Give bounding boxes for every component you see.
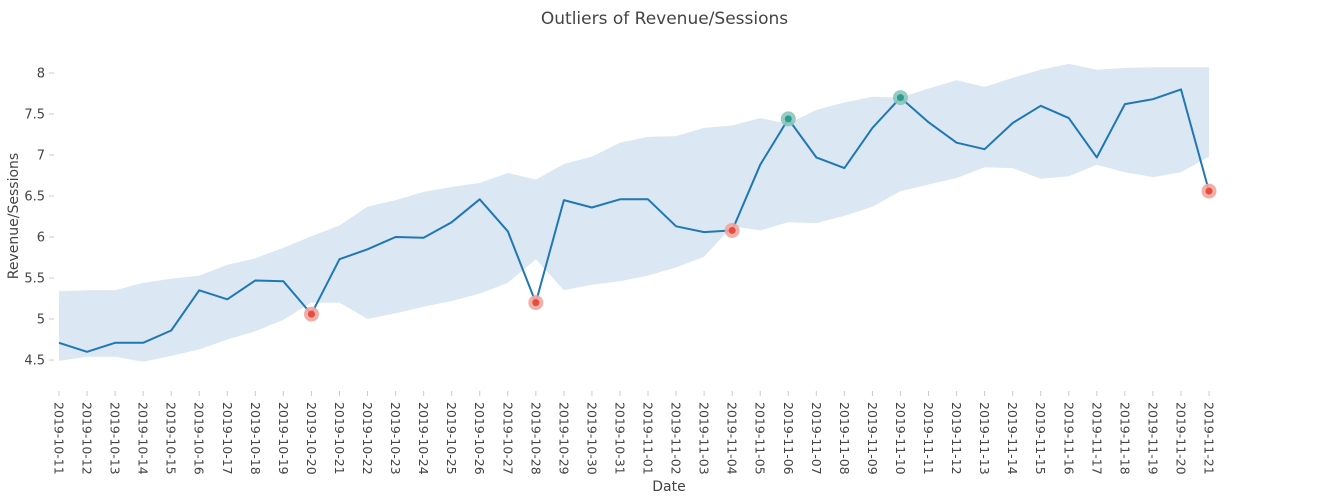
y-tick-label: 7 xyxy=(37,148,45,163)
x-tick-label: 2019-11-16 xyxy=(1061,402,1076,475)
y-tick-label: 5 xyxy=(37,313,45,328)
x-tick-label: 2019-10-29 xyxy=(556,402,571,475)
x-tick-label: 2019-11-11 xyxy=(921,402,936,475)
y-axis-label: Revenue/Sessions xyxy=(6,153,22,279)
low-outlier-point[interactable] xyxy=(307,310,315,318)
x-tick-label: 2019-10-11 xyxy=(52,402,67,475)
y-tick-label: 6.5 xyxy=(24,189,45,204)
high-outlier-point[interactable] xyxy=(896,94,904,102)
x-axis-label: Date xyxy=(652,479,685,495)
x-tick-label: 2019-10-14 xyxy=(136,402,151,475)
x-tick-label: 2019-10-28 xyxy=(528,402,543,475)
x-tick-label: 2019-11-05 xyxy=(753,402,768,475)
x-tick-label: 2019-10-13 xyxy=(108,402,123,475)
x-tick-label: 2019-11-06 xyxy=(781,402,796,475)
x-tick-label: 2019-11-21 xyxy=(1202,402,1217,475)
x-tick-label: 2019-10-12 xyxy=(80,402,95,475)
x-tick-label: 2019-10-21 xyxy=(332,402,347,475)
low-outlier-point[interactable] xyxy=(1205,187,1213,195)
x-tick-label: 2019-10-30 xyxy=(584,402,599,475)
x-tick-label: 2019-10-17 xyxy=(220,402,235,475)
x-tick-label: 2019-11-01 xyxy=(641,402,656,475)
x-tick-label: 2019-11-08 xyxy=(837,402,852,475)
x-tick-label: 2019-11-12 xyxy=(949,402,964,475)
x-tick-label: 2019-11-18 xyxy=(1117,402,1132,475)
x-axis: 2019-10-11 2019-10-12 2019-10-13 2019-10-14… xyxy=(52,391,1217,475)
chart-title: Outliers of Revenue/Sessions xyxy=(541,9,788,29)
x-tick-label: 2019-11-02 xyxy=(669,402,684,475)
low-outlier-point[interactable] xyxy=(728,226,736,234)
y-tick-label: 7.5 xyxy=(24,107,45,122)
x-tick-label: 2019-10-15 xyxy=(164,402,179,475)
x-tick-label: 2019-10-26 xyxy=(472,402,487,475)
x-tick-label: 2019-10-31 xyxy=(613,402,628,475)
confidence-band xyxy=(59,63,1209,362)
x-tick-label: 2019-10-16 xyxy=(192,402,207,475)
x-tick-label: 2019-11-20 xyxy=(1174,402,1189,475)
y-tick-label: 8 xyxy=(37,66,45,81)
x-tick-label: 2019-11-07 xyxy=(809,402,824,475)
x-tick-label: 2019-10-24 xyxy=(416,402,431,475)
x-tick-label: 2019-10-25 xyxy=(444,402,459,475)
x-tick-label: 2019-10-22 xyxy=(360,402,375,475)
x-tick-label: 2019-11-13 xyxy=(977,402,992,475)
x-tick-label: 2019-11-14 xyxy=(1005,402,1020,475)
outlier-layer xyxy=(303,90,1217,322)
x-tick-label: 2019-11-03 xyxy=(697,402,712,475)
low-outlier-point[interactable] xyxy=(532,299,540,307)
y-tick-label: 4.5 xyxy=(24,354,45,369)
x-tick-label: 2019-10-20 xyxy=(304,402,319,475)
y-tick-label: 6 xyxy=(37,231,45,246)
x-tick-label: 2019-11-09 xyxy=(865,402,880,475)
band-layer xyxy=(59,63,1209,362)
x-tick-label: 2019-10-23 xyxy=(388,402,403,475)
x-tick-label: 2019-10-27 xyxy=(500,402,515,475)
series-line xyxy=(58,88,1210,353)
x-tick-label: 2019-11-17 xyxy=(1089,402,1104,475)
y-axis: 4.5 5 5.5 6 6.5 7 7.5 8 xyxy=(24,66,54,369)
x-tick-label: 2019-11-10 xyxy=(893,402,908,475)
x-tick-label: 2019-11-04 xyxy=(725,402,740,475)
high-outlier-point[interactable] xyxy=(784,115,792,123)
series-layer xyxy=(58,88,1210,353)
x-tick-label: 2019-10-19 xyxy=(276,402,291,475)
x-tick-label: 2019-10-18 xyxy=(248,402,263,475)
x-tick-label: 2019-11-19 xyxy=(1145,402,1160,475)
y-tick-label: 5.5 xyxy=(24,272,45,287)
x-tick-label: 2019-11-15 xyxy=(1033,402,1048,475)
